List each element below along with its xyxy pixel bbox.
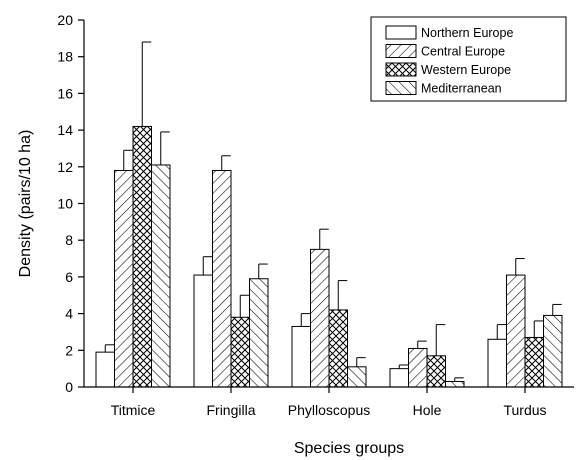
y-axis-title: Density (pairs/10 ha) bbox=[17, 130, 34, 278]
error-bar-hole-mediterranean bbox=[454, 377, 464, 382]
error-bar-titmice-western-europe bbox=[141, 41, 152, 127]
error-bar-titmice-central-europe bbox=[123, 149, 133, 171]
legend-label: Western Europe bbox=[421, 63, 511, 77]
bar-phylloscopus-central-europe bbox=[310, 248, 330, 388]
bar-fringilla-western-europe bbox=[230, 316, 250, 388]
error-bar-phylloscopus-mediterranean bbox=[356, 357, 366, 367]
legend-swatch bbox=[385, 25, 417, 40]
error-bar-turdus-mediterranean bbox=[552, 303, 562, 316]
error-bar-fringilla-central-europe bbox=[221, 155, 231, 171]
x-tick-label-titmice: Titmice bbox=[111, 402, 156, 418]
y-tick-label: 4 bbox=[65, 306, 73, 322]
error-bar-titmice-northern-europe bbox=[104, 344, 115, 353]
error-bar-hole-central-europe bbox=[417, 340, 427, 349]
x-tick-label-hole: Hole bbox=[413, 402, 442, 418]
legend: Northern Europe Central Europe Western Eur… bbox=[370, 16, 567, 102]
y-tick-label: 18 bbox=[57, 49, 73, 65]
y-tick-label: 8 bbox=[65, 232, 73, 248]
bar-phylloscopus-mediterranean bbox=[347, 366, 367, 388]
bar-hole-northern-europe bbox=[389, 368, 409, 388]
bar-titmice-northern-europe bbox=[95, 351, 115, 388]
error-bar-phylloscopus-central-europe bbox=[319, 228, 329, 250]
legend-label: Central Europe bbox=[421, 45, 505, 59]
legend-item-western-europe: Western Europe bbox=[385, 62, 511, 77]
y-axis-ticks: 0 2 4 6 8 10 12 14 16 18 20 bbox=[57, 12, 84, 395]
legend-swatch bbox=[385, 62, 417, 77]
error-bar-phylloscopus-northern-europe bbox=[300, 313, 311, 327]
y-tick-label: 12 bbox=[57, 159, 73, 175]
legend-item-northern-europe: Northern Europe bbox=[385, 25, 513, 40]
bar-hole-western-europe bbox=[426, 355, 446, 388]
bar-turdus-mediterranean bbox=[543, 314, 563, 388]
y-tick-label: 0 bbox=[65, 379, 73, 395]
error-bar-titmice-mediterranean bbox=[160, 131, 170, 165]
bar-turdus-central-europe bbox=[506, 274, 526, 388]
bar-turdus-northern-europe bbox=[487, 338, 507, 388]
y-tick-label: 6 bbox=[65, 269, 73, 285]
error-bar-hole-western-europe bbox=[435, 324, 446, 356]
bar-fringilla-central-europe bbox=[212, 169, 232, 388]
bar-fringilla-northern-europe bbox=[193, 274, 213, 388]
legend-label: Mediterranean bbox=[421, 82, 502, 96]
bar-titmice-western-europe bbox=[132, 125, 152, 388]
legend-item-central-europe: Central Europe bbox=[385, 44, 505, 59]
error-bar-fringilla-northern-europe bbox=[202, 256, 213, 276]
bars-layer bbox=[95, 125, 563, 388]
y-tick-label: 2 bbox=[65, 342, 73, 358]
y-tick-label: 16 bbox=[57, 85, 73, 101]
bar-phylloscopus-northern-europe bbox=[291, 325, 311, 388]
bar-hole-central-europe bbox=[408, 347, 428, 388]
x-tick-label-phylloscopus: Phylloscopus bbox=[288, 402, 371, 418]
x-tick-label-fringilla: Fringilla bbox=[206, 402, 255, 418]
bar-titmice-central-europe bbox=[114, 169, 134, 388]
x-tick-label-turdus: Turdus bbox=[503, 402, 546, 418]
error-bar-turdus-central-europe bbox=[515, 258, 525, 276]
error-bar-turdus-northern-europe bbox=[496, 324, 507, 340]
x-axis-ticks: Titmice Fringilla Phylloscopus Hole Turdus bbox=[111, 387, 547, 418]
bar-phylloscopus-western-europe bbox=[328, 309, 348, 388]
error-bars-layer bbox=[104, 41, 562, 382]
bar-fringilla-mediterranean bbox=[249, 278, 269, 388]
x-axis-title: Species groups bbox=[294, 440, 404, 457]
bar-titmice-mediterranean bbox=[151, 164, 171, 388]
y-tick-label: 20 bbox=[57, 12, 73, 28]
error-bar-turdus-western-europe bbox=[533, 320, 544, 338]
legend-item-mediterranean: Mediterranean bbox=[385, 81, 502, 96]
bar-turdus-western-europe bbox=[524, 336, 544, 388]
bar-hole-mediterranean bbox=[445, 380, 465, 388]
error-bar-fringilla-mediterranean bbox=[258, 263, 268, 279]
y-tick-label: 14 bbox=[57, 122, 73, 138]
error-bar-hole-northern-europe bbox=[398, 364, 409, 369]
error-bar-phylloscopus-western-europe bbox=[337, 280, 348, 310]
legend-swatch bbox=[385, 44, 417, 58]
y-tick-label: 10 bbox=[57, 196, 73, 212]
error-bar-fringilla-western-europe bbox=[239, 294, 250, 318]
legend-swatch bbox=[385, 81, 417, 95]
legend-label: Northern Europe bbox=[421, 26, 513, 40]
